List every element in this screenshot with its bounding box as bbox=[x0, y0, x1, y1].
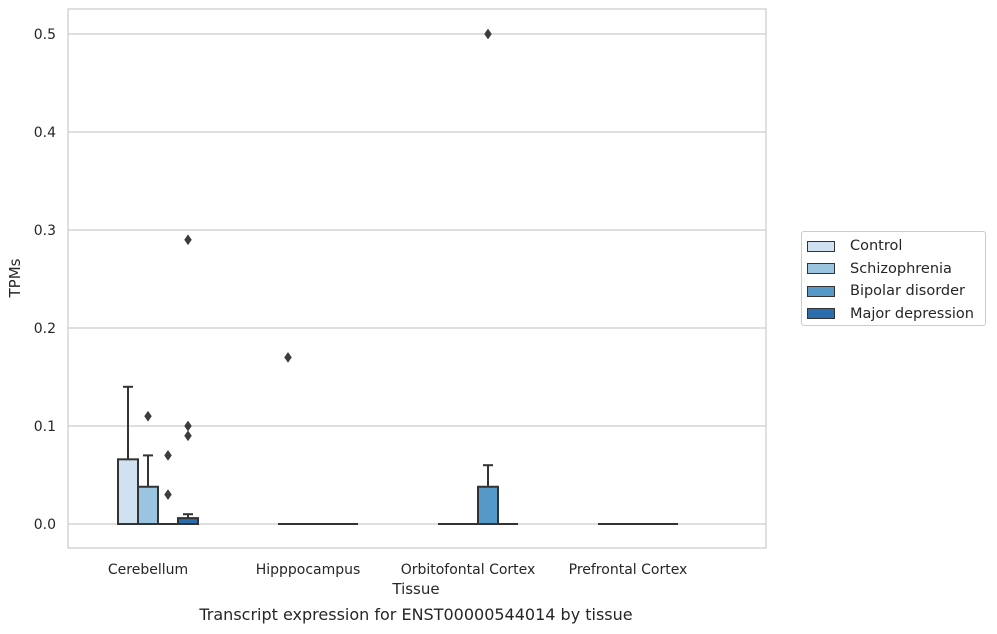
x-axis-label: Tissue bbox=[391, 580, 439, 598]
box-bipolar-disorder bbox=[477, 28, 499, 526]
plot-frame bbox=[67, 8, 767, 549]
legend-swatch bbox=[807, 308, 835, 320]
box-major-depression bbox=[177, 234, 199, 525]
x-tick-label: Prefrontal Cortex bbox=[569, 562, 688, 578]
box-control bbox=[117, 385, 139, 526]
legend: Control Schizophrenia Bipolar disorder Majo… bbox=[801, 231, 986, 326]
legend-item: Schizophrenia bbox=[807, 258, 985, 281]
legend-label: Control bbox=[850, 238, 903, 255]
legend-item: Major depression bbox=[807, 303, 985, 326]
y-tick-label: 0.4 bbox=[34, 125, 56, 141]
outlier-point bbox=[184, 430, 192, 442]
legend-item: Bipolar disorder bbox=[807, 280, 985, 303]
y-tick-label: 0.5 bbox=[34, 27, 56, 43]
y-axis-label: TPMs bbox=[6, 258, 24, 298]
outlier-point bbox=[164, 489, 172, 501]
box-iqr bbox=[117, 458, 139, 526]
chart-title: Transcript expression for ENST0000054401… bbox=[199, 605, 633, 624]
legend-swatch bbox=[807, 240, 835, 252]
y-tick-label: 0.1 bbox=[34, 419, 56, 435]
grid-lines bbox=[68, 33, 766, 525]
legend-swatch bbox=[807, 263, 835, 275]
outlier-point bbox=[184, 234, 192, 246]
y-tick-label: 0.2 bbox=[34, 321, 56, 337]
outlier-point bbox=[284, 351, 292, 363]
legend-label: Schizophrenia bbox=[850, 260, 952, 277]
x-tick-label: Hipppocampus bbox=[256, 562, 361, 578]
legend-label: Bipolar disorder bbox=[850, 283, 965, 300]
outlier-point bbox=[484, 28, 492, 40]
box-schizophrenia bbox=[137, 410, 159, 526]
x-tick-label: Cerebellum bbox=[108, 562, 188, 578]
legend-label: Major depression bbox=[850, 305, 974, 322]
legend-swatch bbox=[807, 285, 835, 297]
box-iqr bbox=[477, 485, 499, 526]
x-tick-label: Orbitofontal Cortex bbox=[401, 562, 536, 578]
box-iqr bbox=[137, 485, 159, 526]
y-tick-label: 0.3 bbox=[34, 223, 56, 239]
x-axis-ticks: Cerebellum Hipppocampus Orbitofontal Corte… bbox=[108, 562, 687, 578]
outlier-point bbox=[164, 449, 172, 461]
outlier-point bbox=[184, 420, 192, 432]
box-control bbox=[278, 351, 298, 525]
box-plot-marks bbox=[117, 28, 678, 526]
box-bipolar-disorder bbox=[158, 449, 178, 525]
y-tick-label: 0.0 bbox=[34, 517, 56, 533]
y-axis-ticks: 0.0 0.1 0.2 0.3 0.4 0.5 bbox=[34, 27, 56, 533]
outlier-point bbox=[144, 410, 152, 422]
legend-item: Control bbox=[807, 235, 985, 258]
